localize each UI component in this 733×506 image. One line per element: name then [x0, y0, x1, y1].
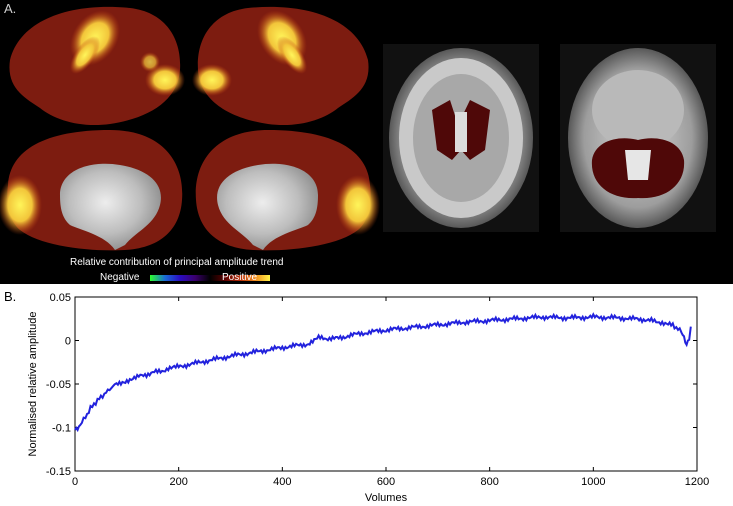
panel-a-label: A.	[4, 1, 17, 16]
y-tick-label: -0.15	[46, 466, 71, 478]
axial-slice-basal-ganglia	[383, 44, 539, 232]
plot-frame	[74, 296, 698, 472]
y-axis-label: Normalised relative amplitude	[27, 312, 39, 457]
x-tick-label: 600	[377, 476, 395, 488]
amplitude-trend-chart: 0 200 400 600 800 1000 1200 -0.15 -0.1 -0.05 0 0.0…	[27, 292, 709, 504]
right-medial-hemisphere	[195, 130, 380, 251]
left-medial-hemisphere	[0, 130, 183, 251]
x-tick-label: 1000	[581, 476, 605, 488]
colorbar-positive-label: Positive	[222, 272, 258, 283]
panel-b: B. 0 200 400 600 800 1000 1200 -0.15 -0.1 -0.05 0…	[0, 284, 733, 506]
colorbar	[150, 275, 270, 281]
y-tick-label: -0.05	[46, 379, 71, 391]
x-tick-label: 400	[273, 476, 291, 488]
y-tick-label: -0.1	[52, 423, 71, 435]
x-tick-label: 0	[72, 476, 78, 488]
colorbar-title: Relative contribution of principal ampli…	[70, 257, 284, 268]
colorbar-negative	[150, 275, 210, 281]
colorbar-negative-label: Negative	[100, 272, 140, 283]
brain-figure	[0, 6, 716, 281]
y-axis: -0.15 -0.1 -0.05 0 0.05	[46, 292, 697, 478]
x-tick-label: 200	[169, 476, 187, 488]
panel-b-label: B.	[4, 289, 17, 304]
x-tick-label: 800	[480, 476, 498, 488]
right-lateral-hemisphere	[192, 6, 369, 126]
axial-slice-cerebellum	[560, 44, 716, 232]
x-axis: 0 200 400 600 800 1000 1200	[72, 297, 709, 488]
y-tick-label: 0	[65, 336, 71, 348]
series-line	[74, 312, 692, 433]
panel-a: A.	[0, 0, 733, 284]
left-lateral-hemisphere	[9, 6, 185, 126]
x-axis-label: Volumes	[365, 492, 408, 504]
colorbar-positive	[210, 275, 270, 281]
x-tick-label: 1200	[685, 476, 709, 488]
y-tick-label: 0.05	[50, 292, 71, 304]
